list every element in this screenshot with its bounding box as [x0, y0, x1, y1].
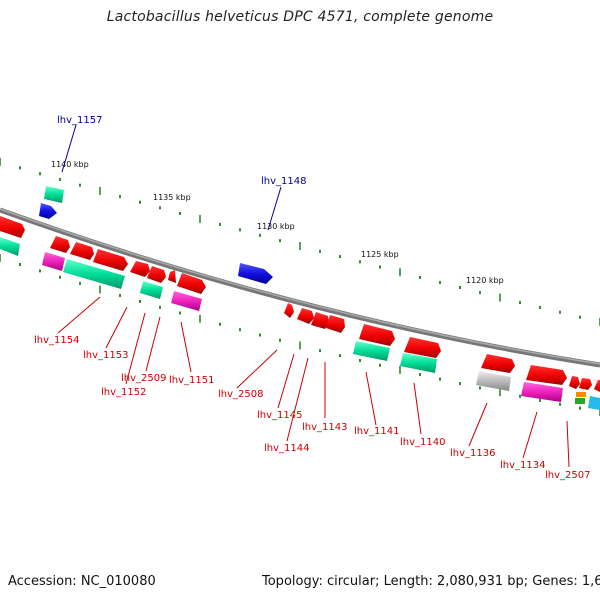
scale-label-1135: 1135 kbp: [153, 193, 191, 202]
label-lhv_1134[interactable]: lhv_1134: [500, 460, 545, 471]
gene-lhv_1153[interactable]: [63, 259, 125, 289]
gene-red-a[interactable]: [50, 236, 70, 253]
gene-lhv_1154[interactable]: [42, 252, 65, 271]
gene-red-i[interactable]: [481, 354, 515, 373]
gene-red-d[interactable]: [130, 261, 150, 277]
gene-red-h[interactable]: [284, 303, 294, 318]
gene-lhv_2509[interactable]: [140, 281, 163, 299]
gene-lhv_1140-red[interactable]: [404, 337, 441, 358]
gene-lhv_1145[interactable]: [297, 308, 314, 324]
gene-orange[interactable]: [576, 392, 586, 397]
label-lhv_1152[interactable]: lhv_1152: [101, 387, 146, 398]
label-lhv_1136[interactable]: lhv_1136: [450, 448, 495, 459]
gene-lhv_1141-red[interactable]: [359, 324, 395, 346]
genome-stats: Topology: circular; Length: 2,080,931 bp…: [262, 574, 600, 589]
label-lhv_1154[interactable]: lhv_1154: [34, 335, 79, 346]
scale-label-1130: 1130 kbp: [257, 222, 295, 231]
blue-leaders: [61, 124, 282, 231]
label-lhv_2508[interactable]: lhv_2508: [218, 389, 263, 400]
gene-lhv_1148[interactable]: [238, 263, 273, 284]
scale-label-1125: 1125 kbp: [361, 250, 399, 259]
gene-blue-1[interactable]: [39, 203, 57, 219]
gene-red-g[interactable]: [177, 273, 206, 294]
label-lhv_1153[interactable]: lhv_1153: [83, 350, 128, 361]
gene-red-l[interactable]: [579, 378, 592, 390]
genes-forward: [39, 186, 273, 284]
label-lhv_2509[interactable]: lhv_2509: [121, 373, 166, 384]
gene-lhv_1143[interactable]: [326, 315, 345, 333]
gene-teal-l1[interactable]: [0, 237, 20, 256]
label-lhv_1157[interactable]: lhv_1157: [57, 115, 102, 126]
label-lhv_1143[interactable]: lhv_1143: [302, 422, 347, 433]
gene-lhv_2507[interactable]: [575, 398, 585, 404]
genome-backbone: [0, 207, 600, 368]
label-lhv_1145[interactable]: lhv_1145: [257, 410, 302, 421]
gene-red-m[interactable]: [594, 380, 600, 392]
label-lhv_1151[interactable]: lhv_1151: [169, 375, 214, 386]
scale-label-1120: 1120 kbp: [466, 276, 504, 285]
gene-red-l1[interactable]: [0, 216, 25, 238]
gene-lhv_1144[interactable]: [311, 312, 329, 329]
gene-red-j[interactable]: [526, 365, 567, 385]
accession-label: Accession: NC_010080: [8, 574, 156, 589]
gene-lhv_1134[interactable]: [521, 382, 563, 402]
gene-lhv_1157[interactable]: [44, 186, 64, 203]
label-lhv_1140[interactable]: lhv_1140: [400, 437, 445, 448]
scale-label-1140: 1140 kbp: [51, 160, 89, 169]
gene-red-k[interactable]: [569, 376, 580, 389]
gene-red-f[interactable]: [168, 270, 176, 283]
gene-red-c[interactable]: [93, 249, 128, 271]
gene-red-b[interactable]: [70, 242, 94, 260]
inner-ticks: [0, 254, 600, 416]
red-leaders: [57, 296, 570, 468]
scale-ticks: [0, 158, 600, 326]
gene-lhv_1141[interactable]: [353, 341, 390, 361]
genes-reverse: [0, 216, 600, 410]
gene-lhv_1151[interactable]: [171, 291, 202, 311]
gene-red-e[interactable]: [147, 266, 166, 283]
label-lhv_1144[interactable]: lhv_1144: [264, 443, 309, 454]
label-lhv_1141[interactable]: lhv_1141: [354, 426, 399, 437]
gene-lhv_1140[interactable]: [400, 353, 437, 373]
gene-lhv_1136[interactable]: [476, 371, 511, 391]
label-lhv_2507[interactable]: lhv_2507: [545, 470, 590, 481]
genome-title: Lactobacillus helveticus DPC 4571, compl…: [106, 9, 494, 25]
label-lhv_1148[interactable]: lhv_1148: [261, 176, 306, 187]
gene-cyan[interactable]: [588, 396, 600, 410]
